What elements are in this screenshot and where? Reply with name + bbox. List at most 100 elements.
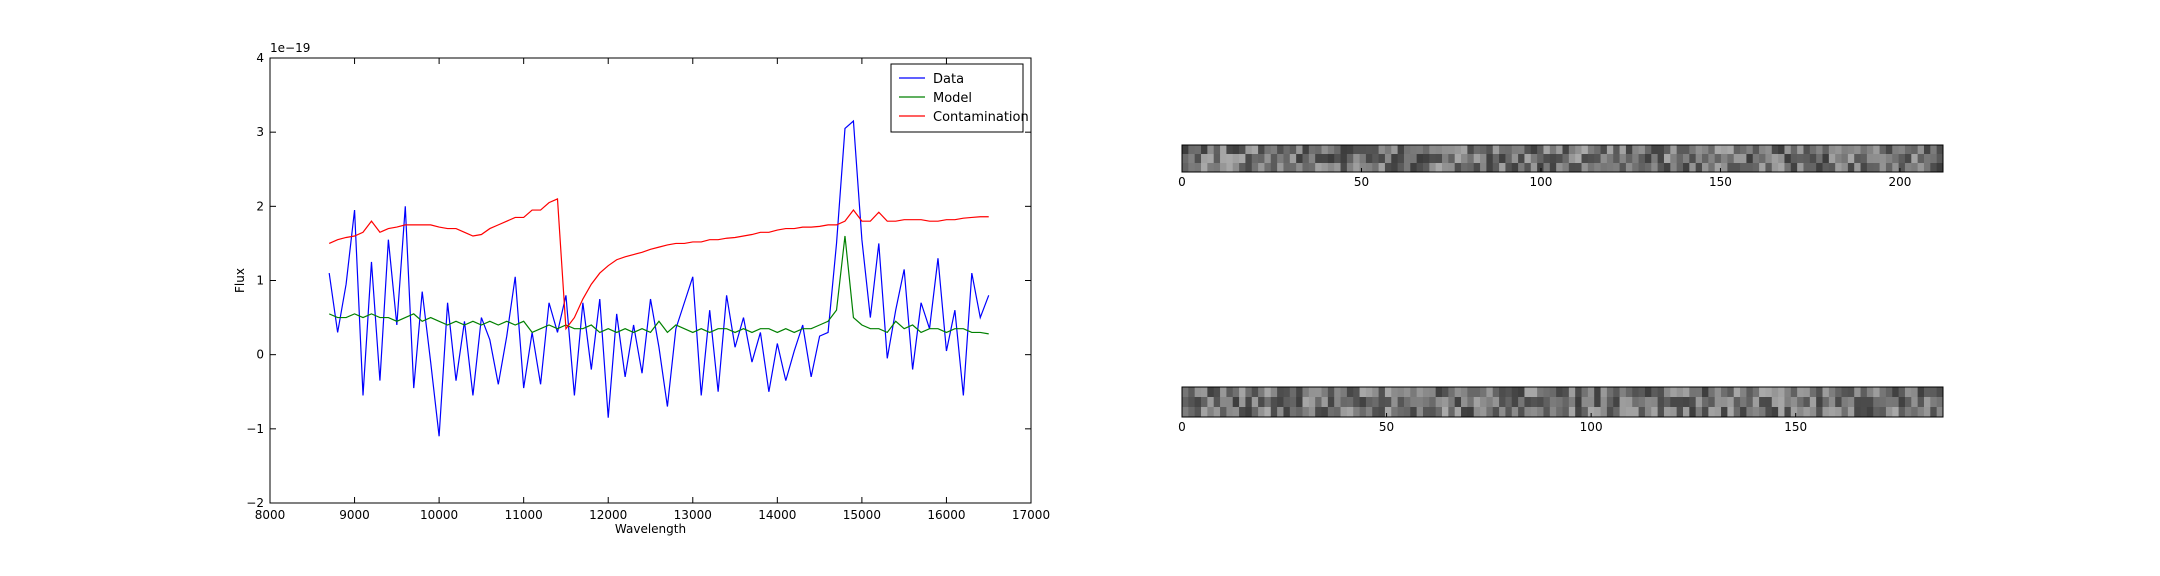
image-pixel [1657, 154, 1665, 164]
image-pixel [1765, 163, 1773, 173]
image-pixel [1740, 397, 1747, 408]
image-pixel [1778, 387, 1785, 398]
image-pixel [1866, 145, 1874, 155]
image-pixel [1619, 387, 1627, 398]
image-pixel [1416, 407, 1424, 418]
image-pixel [1220, 163, 1227, 173]
image-pixel [1422, 397, 1430, 408]
image-pixel [1397, 397, 1405, 408]
image-pixel [1454, 145, 1462, 155]
image-pixel [1809, 397, 1817, 408]
image-pixel [1803, 397, 1811, 408]
image-pixel [1879, 154, 1887, 164]
image-pixel [1733, 407, 1741, 418]
x-tick-label: 0 [1178, 175, 1186, 189]
image-pixel [1556, 163, 1563, 173]
image-pixel [1327, 407, 1335, 418]
image-pixel [1562, 397, 1570, 408]
image-pixel [1296, 397, 1303, 408]
image-pixel [1289, 397, 1297, 408]
image-pixel [1226, 154, 1234, 164]
image-pixel [1613, 163, 1621, 173]
image-pixel [1461, 397, 1468, 408]
image-pixel [1213, 397, 1221, 408]
image-pixel [1372, 397, 1380, 408]
image-pixel [1930, 145, 1938, 155]
image-pixel [1885, 397, 1893, 408]
image-pixel [1518, 154, 1525, 164]
image-pixel [1391, 163, 1399, 173]
image-pixel [1670, 154, 1678, 164]
image-pixel [1365, 407, 1373, 418]
image-pixel [1239, 407, 1246, 418]
image-pixel [1619, 145, 1627, 155]
image-pixel [1340, 154, 1348, 164]
image-pixel [1289, 163, 1297, 173]
image-pixel [1790, 407, 1798, 418]
image-pixel [1752, 145, 1760, 155]
image-frame [1181, 144, 1944, 173]
image-pixel [1289, 154, 1297, 164]
image-pixel [1264, 154, 1272, 164]
offset-text: 1e−19 [270, 41, 310, 55]
image-pixel [1308, 145, 1316, 155]
image-pixel [1663, 387, 1671, 398]
image-pixel [1676, 407, 1684, 418]
image-pixel [1194, 387, 1202, 398]
image-pixel [1721, 397, 1728, 408]
image-pixel [1448, 145, 1456, 155]
image-pixel [1461, 387, 1468, 398]
image-pixel [1391, 145, 1399, 155]
image-pixel [1930, 407, 1938, 418]
image-pixel [1930, 163, 1938, 173]
image-pixel [1670, 397, 1678, 408]
image-pixel [1321, 397, 1329, 408]
image-pixel [1581, 163, 1589, 173]
image-pixel [1625, 387, 1633, 398]
image-pixel [1930, 154, 1938, 164]
image-pixel [1923, 397, 1931, 408]
image-pixel [1885, 163, 1893, 173]
image-pixel [1606, 163, 1614, 173]
image-pixel [1239, 397, 1246, 408]
legend-box [890, 63, 1024, 133]
image-pixel [1220, 145, 1227, 155]
image-pixel [1885, 145, 1893, 155]
image-pixel [1201, 145, 1208, 155]
image-pixel [1936, 397, 1944, 408]
image-pixel [1403, 387, 1411, 398]
image-pixel [1752, 387, 1760, 398]
image-pixel [1296, 163, 1303, 173]
image-pixel [1816, 407, 1824, 418]
image-pixel [1537, 154, 1544, 164]
image-pixel [1746, 154, 1754, 164]
image-pixel [1866, 397, 1874, 408]
image-pixel [1613, 387, 1621, 398]
image-pixel [1708, 407, 1716, 418]
image-pixel [1689, 397, 1697, 408]
image-pixel [1581, 145, 1589, 155]
image-pixel [1676, 163, 1684, 173]
image-pixel [1759, 387, 1766, 398]
x-tick-label: 13000 [674, 508, 712, 522]
image-pixel [1898, 397, 1906, 408]
image-pixel [1518, 145, 1525, 155]
image-pixel [1283, 407, 1291, 418]
image-pixel [1283, 154, 1291, 164]
image-pixel [1575, 407, 1583, 418]
image-pixel [1391, 387, 1399, 398]
image-pixel [1416, 163, 1424, 173]
image-pixel [1695, 163, 1703, 173]
image-pixel [1220, 397, 1227, 408]
image-pixel [1568, 145, 1576, 155]
image-pixel [1638, 407, 1646, 418]
image-pixel [1898, 163, 1906, 173]
image-pixel [1283, 145, 1291, 155]
image-pixel [1365, 163, 1373, 173]
image-pixel [1201, 163, 1208, 173]
image-pixel [1568, 163, 1576, 173]
image-pixel [1461, 163, 1468, 173]
image-pixel [1182, 407, 1189, 418]
image-pixel [1308, 387, 1316, 398]
image-pixel [1549, 163, 1557, 173]
